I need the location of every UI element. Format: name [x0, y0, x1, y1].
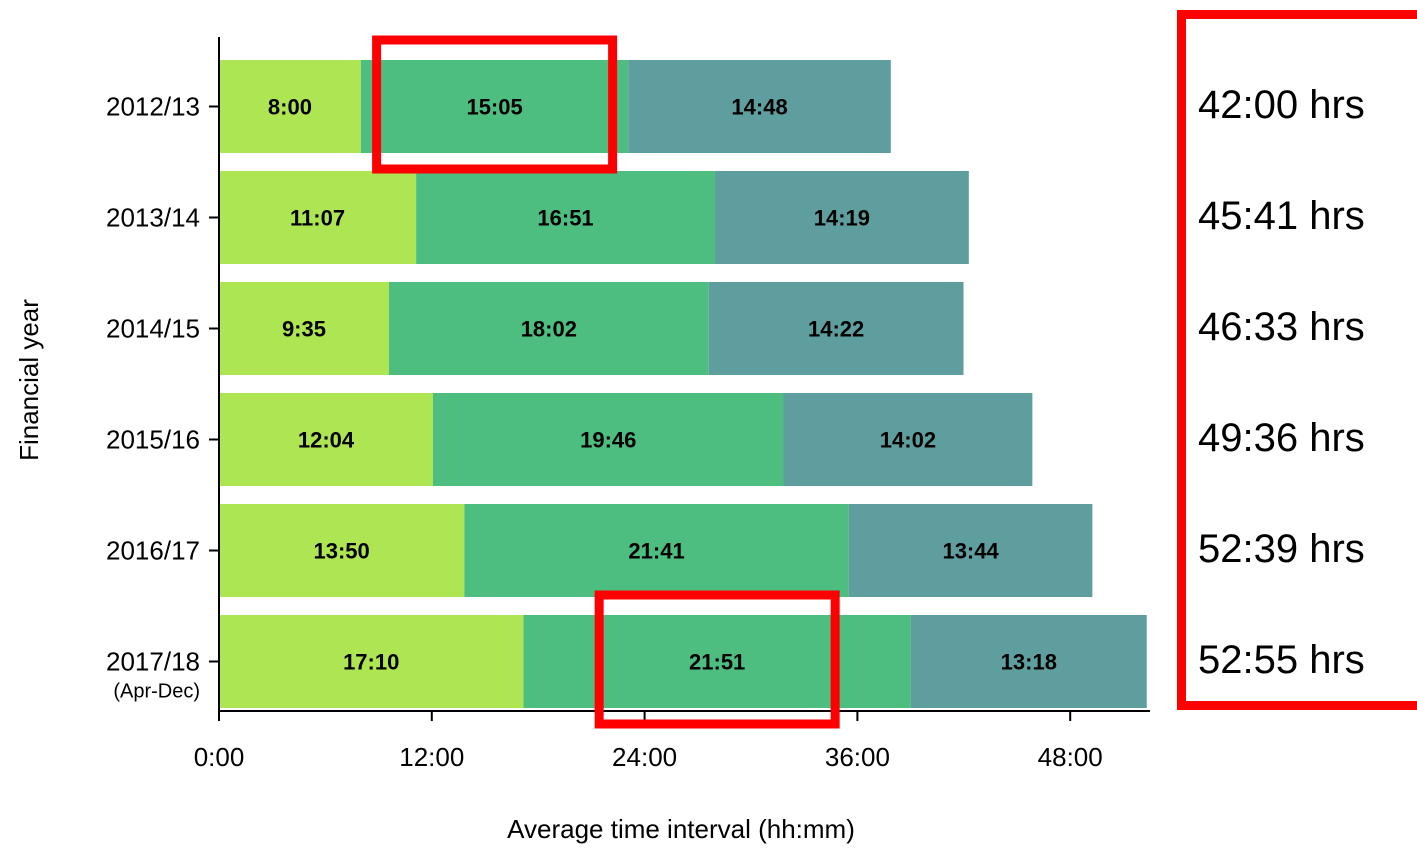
data-label: 11:07	[290, 206, 345, 231]
data-label: 14:22	[808, 317, 864, 342]
highlight-box	[594, 590, 840, 729]
data-label: 19:46	[580, 428, 636, 453]
bar-segment-2014-15-s1	[388, 282, 709, 375]
y-tick-label: 2017/18	[106, 647, 200, 677]
data-label: 13:50	[314, 539, 370, 564]
data-label: 15:05	[466, 95, 522, 120]
x-tick-label: 12:00	[399, 742, 464, 772]
bar-segment-2014-15-s0	[219, 282, 389, 375]
y-tick-label: 2015/16	[106, 425, 200, 455]
bar-segment-2013-14-s2	[714, 171, 969, 264]
x-tick-label: 24:00	[612, 742, 677, 772]
y-tick-sublabel: (Apr-Dec)	[113, 681, 200, 703]
data-label: 14:48	[731, 95, 787, 120]
bar-segment-2015-16-s1	[432, 393, 784, 486]
total-value: 45:41 hrs	[1198, 193, 1365, 238]
data-label: 18:02	[521, 317, 577, 342]
total-value: 52:55 hrs	[1198, 637, 1365, 682]
data-label: 13:44	[942, 539, 999, 564]
x-tick-label: 0:00	[194, 742, 245, 772]
bar-segment-2013-14-s0	[219, 171, 417, 264]
bar-segment-2012-13-s1	[360, 60, 629, 153]
highlight-box	[372, 35, 618, 174]
bar-segment-2013-14-s1	[416, 171, 715, 264]
total-value: 42:00 hrs	[1198, 82, 1365, 127]
data-label: 17:10	[343, 650, 399, 675]
y-tick-label: 2013/14	[106, 203, 200, 233]
total-value: 52:39 hrs	[1198, 526, 1365, 571]
bar-segment-2017-18-s2	[910, 615, 1147, 708]
bar-segment-2012-13-s0	[219, 60, 361, 153]
bar-segment-2012-13-s2	[628, 60, 891, 153]
x-tick-label: 36:00	[825, 742, 890, 772]
data-label: 21:41	[628, 539, 684, 564]
y-axis-title: Financial year	[14, 299, 44, 461]
data-label: 13:18	[1001, 650, 1057, 675]
data-label: 12:04	[298, 428, 355, 453]
data-label: 16:51	[537, 206, 593, 231]
totals-panel	[1177, 10, 1417, 710]
bar-segment-2015-16-s0	[219, 393, 433, 486]
bar-segment-2016-17-s1	[464, 504, 849, 597]
bar-segment-2015-16-s2	[783, 393, 1033, 486]
bar-segment-2014-15-s2	[708, 282, 964, 375]
bar-segment-2016-17-s2	[848, 504, 1093, 597]
x-tick-label: 48:00	[1038, 742, 1103, 772]
bar-segment-2017-18-s0	[219, 615, 524, 708]
total-value: 46:33 hrs	[1198, 304, 1365, 349]
bar-segment-2017-18-s1	[523, 615, 911, 708]
bar-segment-2016-17-s0	[219, 504, 465, 597]
data-label: 14:19	[814, 206, 870, 231]
data-label: 21:51	[689, 650, 745, 675]
x-axis-title: Average time interval (hh:mm)	[507, 814, 855, 844]
data-label: 14:02	[880, 428, 936, 453]
data-label: 8:00	[268, 95, 312, 120]
y-tick-label: 2016/17	[106, 536, 200, 566]
data-label: 9:35	[282, 317, 326, 342]
y-tick-label: 2012/13	[106, 92, 200, 122]
y-tick-label: 2014/15	[106, 314, 200, 344]
total-value: 49:36 hrs	[1198, 415, 1365, 460]
